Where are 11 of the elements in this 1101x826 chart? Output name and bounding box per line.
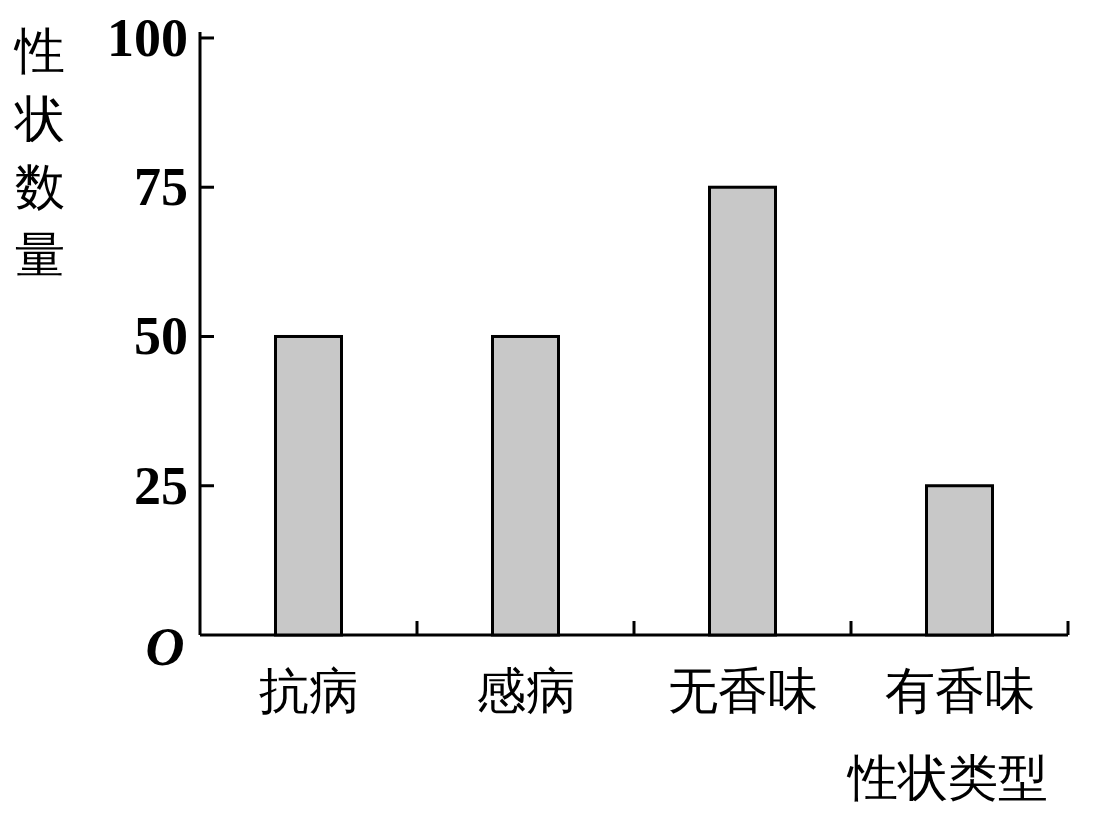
xlabel: 性状类型 [848,750,1048,806]
ytick: 75 [134,157,188,218]
ytick: O [145,617,185,677]
ytick: 50 [134,306,188,367]
ytick: 25 [134,455,188,516]
ytick: 100 [107,7,188,68]
xtick: 感病 [475,663,576,719]
xtick: 有香味 [884,663,1035,719]
ylabel: 性状数量 [15,23,65,283]
xtick: 抗病 [258,663,359,719]
xtick: 无香味 [667,663,818,719]
